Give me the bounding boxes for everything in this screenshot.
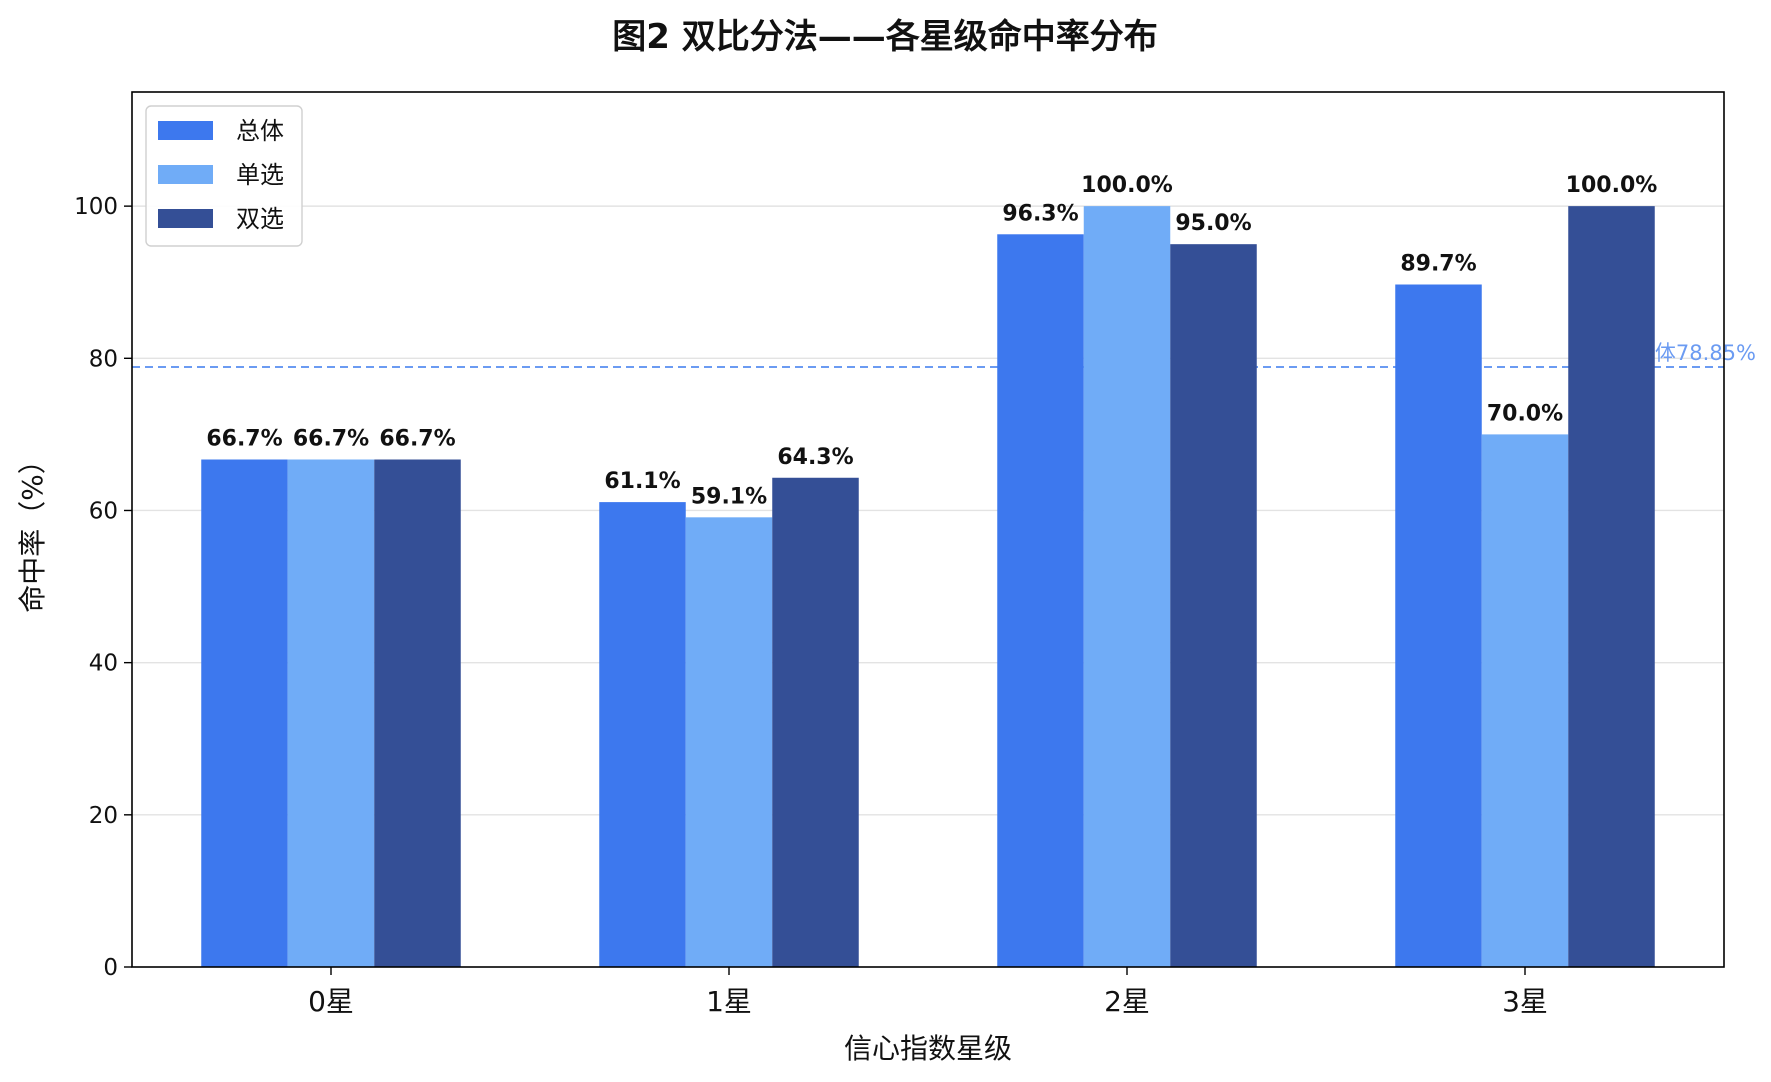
x-tick-label: 3星 bbox=[1502, 985, 1548, 1018]
plot-area-frame bbox=[131, 91, 1725, 968]
legend-label: 总体 bbox=[236, 117, 284, 145]
bar bbox=[1170, 244, 1257, 967]
bar bbox=[1568, 206, 1655, 967]
reference-line-group: 总体78.85% bbox=[132, 341, 1756, 369]
x-tick-label: 0星 bbox=[308, 985, 354, 1018]
bar bbox=[599, 502, 686, 967]
legend-swatch bbox=[158, 209, 213, 228]
legend-swatch bbox=[158, 121, 213, 140]
bar bbox=[374, 459, 461, 967]
data-label: 59.1% bbox=[691, 484, 767, 509]
legend-label: 单选 bbox=[236, 161, 284, 189]
bar bbox=[201, 459, 288, 967]
y-tick-label: 60 bbox=[89, 498, 118, 524]
data-label: 96.3% bbox=[1002, 201, 1078, 226]
bar bbox=[772, 477, 859, 967]
y-axis-label: 命中率（%） bbox=[16, 446, 49, 613]
bar bbox=[287, 459, 375, 967]
bars bbox=[201, 206, 1655, 968]
data-label: 70.0% bbox=[1487, 401, 1563, 426]
bar bbox=[1395, 284, 1482, 967]
data-label: 89.7% bbox=[1400, 252, 1476, 277]
bar bbox=[1481, 434, 1569, 967]
bar bbox=[1083, 206, 1171, 967]
y-tick-label: 20 bbox=[89, 803, 118, 829]
data-label: 61.1% bbox=[604, 469, 680, 494]
y-axis-ticks: 0 20 40 60 80 100 bbox=[74, 194, 132, 981]
y-tick-label: 100 bbox=[74, 194, 118, 220]
data-label: 100.0% bbox=[1081, 173, 1173, 198]
y-tick-label: 40 bbox=[89, 651, 118, 677]
chart-title: 图2 双比分法——各星级命中率分布 bbox=[612, 17, 1158, 57]
y-tick-label: 0 bbox=[103, 955, 118, 981]
bar bbox=[997, 234, 1084, 968]
data-label: 66.7% bbox=[379, 427, 455, 452]
y-tick-label: 80 bbox=[89, 346, 118, 372]
data-label: 95.0% bbox=[1175, 211, 1251, 236]
data-label: 66.7% bbox=[206, 427, 282, 452]
bar bbox=[685, 517, 773, 967]
x-axis-label: 信心指数星级 bbox=[844, 1032, 1012, 1065]
legend-label: 双选 bbox=[236, 205, 284, 233]
x-axis-ticks: 0星 1星 2星 3星 bbox=[308, 967, 1548, 1018]
legend-swatch bbox=[158, 165, 213, 184]
data-labels: 66.7% 66.7% 66.7%61.1%59.1%64.3%96.3%100.0… bbox=[206, 173, 1657, 509]
x-tick-label: 1星 bbox=[706, 985, 752, 1018]
data-label: 64.3% bbox=[777, 445, 853, 470]
x-tick-label: 2星 bbox=[1104, 985, 1150, 1018]
data-label: 66.7% bbox=[293, 427, 369, 452]
data-label: 100.0% bbox=[1566, 173, 1658, 198]
